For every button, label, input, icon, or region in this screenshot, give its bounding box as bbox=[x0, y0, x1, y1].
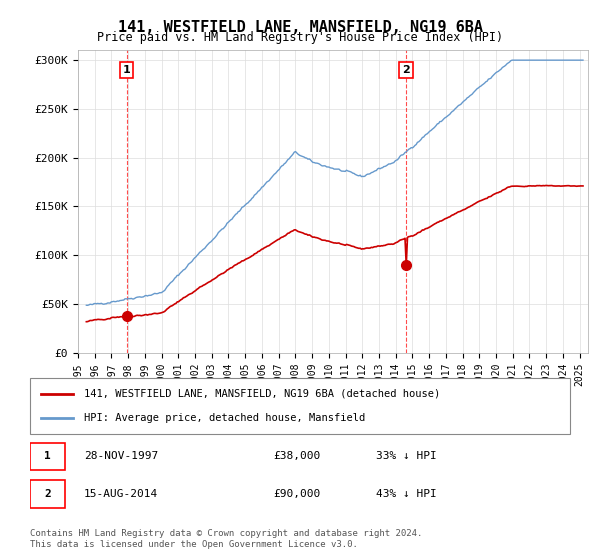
Text: 43% ↓ HPI: 43% ↓ HPI bbox=[376, 489, 436, 499]
Text: £38,000: £38,000 bbox=[273, 451, 320, 461]
Text: 1: 1 bbox=[44, 451, 51, 461]
Text: 33% ↓ HPI: 33% ↓ HPI bbox=[376, 451, 436, 461]
Text: 2: 2 bbox=[44, 489, 51, 499]
FancyBboxPatch shape bbox=[30, 378, 570, 434]
Text: 1: 1 bbox=[123, 65, 131, 75]
FancyBboxPatch shape bbox=[30, 442, 65, 470]
Text: Contains HM Land Registry data © Crown copyright and database right 2024.
This d: Contains HM Land Registry data © Crown c… bbox=[30, 529, 422, 549]
Text: Price paid vs. HM Land Registry's House Price Index (HPI): Price paid vs. HM Land Registry's House … bbox=[97, 31, 503, 44]
Text: 141, WESTFIELD LANE, MANSFIELD, NG19 6BA (detached house): 141, WESTFIELD LANE, MANSFIELD, NG19 6BA… bbox=[84, 389, 440, 399]
Text: 15-AUG-2014: 15-AUG-2014 bbox=[84, 489, 158, 499]
Text: 2: 2 bbox=[402, 65, 410, 75]
Text: HPI: Average price, detached house, Mansfield: HPI: Average price, detached house, Mans… bbox=[84, 413, 365, 423]
Text: 28-NOV-1997: 28-NOV-1997 bbox=[84, 451, 158, 461]
Text: £90,000: £90,000 bbox=[273, 489, 320, 499]
FancyBboxPatch shape bbox=[30, 480, 65, 507]
Text: 141, WESTFIELD LANE, MANSFIELD, NG19 6BA: 141, WESTFIELD LANE, MANSFIELD, NG19 6BA bbox=[118, 20, 482, 35]
